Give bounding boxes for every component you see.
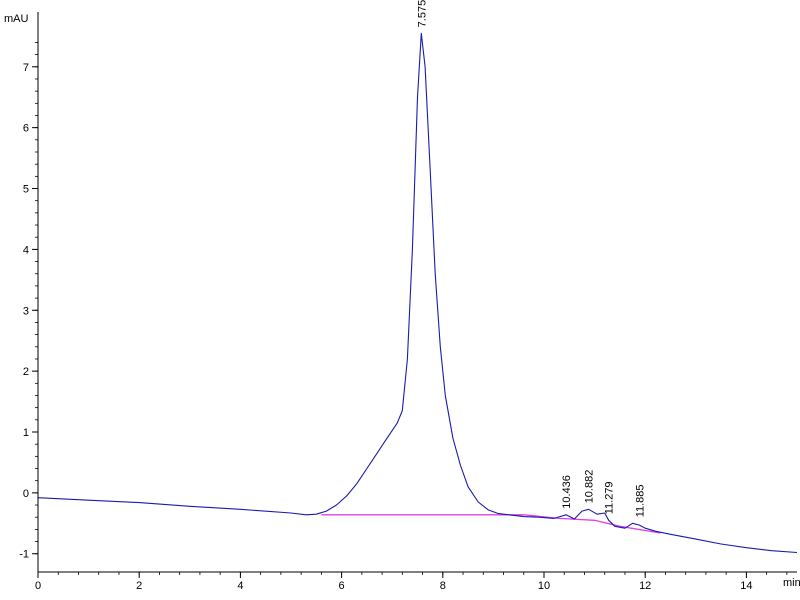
x-axis-title: min: [783, 577, 800, 589]
peak-labels: 7.575 10.436 10.882 11.279 11.885: [416, 0, 646, 517]
y-tick-label: 5: [23, 184, 29, 196]
x-tick-label: 4: [237, 580, 243, 592]
x-tick-label: 8: [440, 580, 446, 592]
y-tick-label: 0: [23, 488, 29, 500]
y-tick-label: 2: [23, 366, 29, 378]
plot-area: [37, 32, 798, 554]
peak-label: 10.436: [561, 475, 573, 509]
x-tick-label: 6: [339, 580, 345, 592]
integration-baseline: [321, 514, 661, 534]
x-tick-label: 12: [639, 580, 651, 592]
y-axis-title: mAU: [4, 13, 29, 25]
x-tick-label: 2: [136, 580, 142, 592]
peak-label: 10.882: [584, 470, 596, 504]
y-tick-label: 1: [23, 427, 29, 439]
x-tick-label: 10: [538, 580, 550, 592]
y-tick-label: -1: [19, 549, 29, 561]
peak-label: 11.279: [604, 481, 616, 514]
y-tick-label: 3: [23, 305, 29, 317]
x-tick-label: 0: [35, 580, 41, 592]
signal-trace: [37, 32, 798, 554]
peak-label: 11.885: [634, 484, 646, 517]
y-tick-label: 7: [23, 62, 29, 74]
peak-label: 7.575: [416, 0, 428, 27]
y-tick-label: 4: [23, 244, 29, 256]
y-tick-label: 6: [23, 123, 29, 135]
x-tick-label: 14: [740, 580, 752, 592]
